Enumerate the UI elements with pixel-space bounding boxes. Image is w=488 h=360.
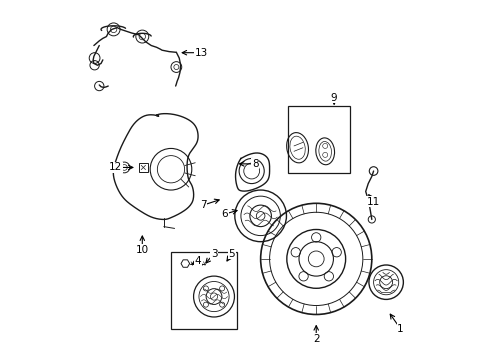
Text: 9: 9 (330, 93, 337, 103)
Bar (171, 252, 237, 329)
Text: 12: 12 (108, 162, 122, 172)
Bar (287, 107, 349, 173)
Text: 10: 10 (136, 245, 148, 255)
Text: 8: 8 (251, 159, 258, 169)
Text: 3: 3 (210, 248, 217, 258)
Text: 7: 7 (200, 200, 206, 210)
Text: 6: 6 (221, 209, 227, 219)
Text: 1: 1 (396, 324, 403, 334)
Text: 5: 5 (228, 248, 235, 258)
Text: 2: 2 (312, 333, 319, 343)
Text: 4: 4 (194, 256, 201, 266)
Bar (139, 163, 148, 172)
Text: 13: 13 (194, 48, 208, 58)
Text: 11: 11 (366, 197, 380, 207)
